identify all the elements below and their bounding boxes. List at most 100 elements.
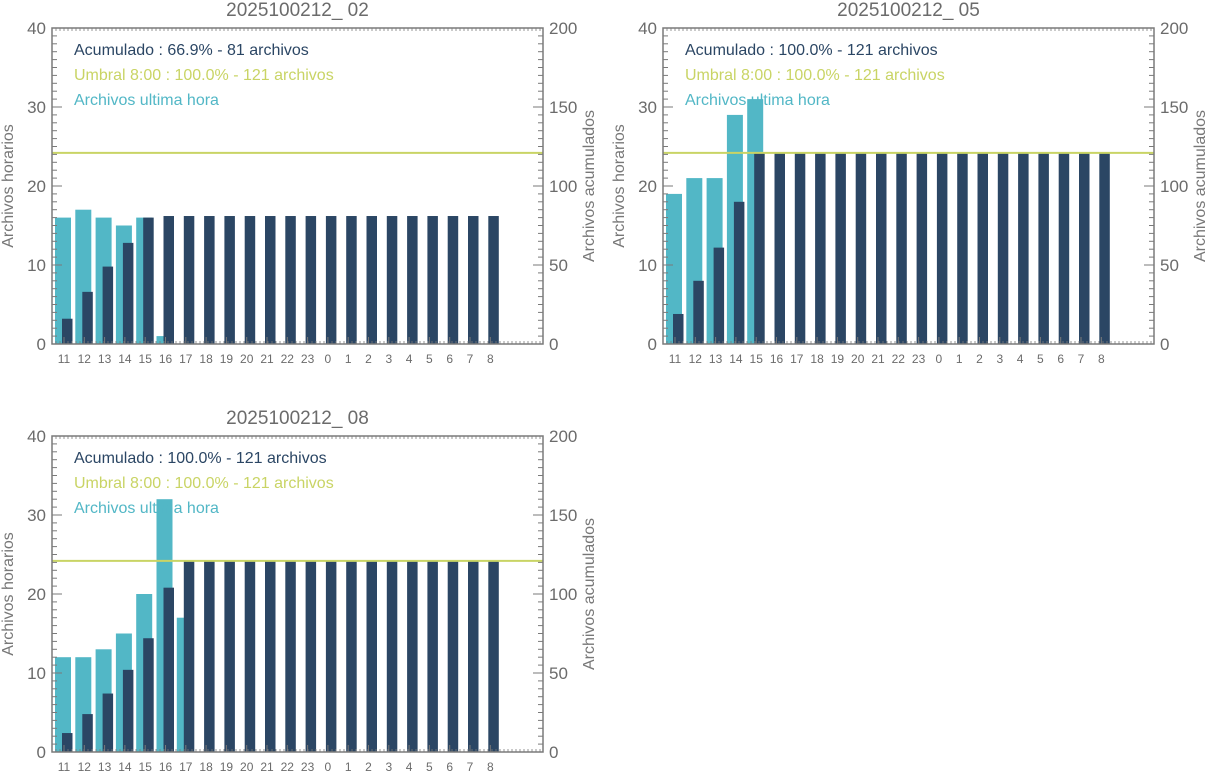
chart-title: 2025100212_ 08	[226, 408, 369, 429]
x-tick-label: 18	[199, 352, 213, 366]
cumulative-bar	[916, 152, 928, 344]
x-tick-label: 8	[1098, 352, 1105, 366]
y2-tick-label: 50	[549, 256, 568, 275]
x-tick-label: 12	[689, 352, 703, 366]
cumulative-bar	[366, 560, 377, 752]
cumulative-bar	[285, 216, 296, 344]
y2-tick-label: 0	[1160, 335, 1169, 354]
cumulative-bar	[774, 152, 785, 344]
x-tick-label: 13	[98, 760, 112, 771]
x-tick-label: 3	[385, 760, 392, 771]
cumulative-bar	[977, 152, 988, 344]
y-tick-label: 40	[27, 427, 46, 446]
cumulative-bar	[386, 560, 398, 752]
chart-title: 2025100212_ 02	[226, 0, 369, 21]
x-tick-label: 15	[139, 352, 153, 366]
cumulative-bar	[447, 560, 459, 752]
x-tick-label: 7	[467, 760, 474, 771]
x-tick-label: 1	[345, 352, 352, 366]
y2-tick-label: 0	[549, 335, 558, 354]
x-tick-label: 7	[467, 352, 474, 366]
cumulative-bar	[754, 152, 765, 344]
y-tick-label: 20	[27, 177, 46, 196]
x-tick-label: 16	[770, 352, 784, 366]
cumulative-bar	[265, 560, 276, 752]
cumulative-bar	[285, 560, 296, 752]
cumulative-bar	[407, 216, 418, 344]
y-tick-label: 10	[27, 664, 46, 683]
cumulative-bar	[82, 714, 93, 752]
cumulative-bar	[325, 216, 337, 344]
cumulative-bar	[673, 313, 684, 344]
cumulative-bar	[204, 216, 215, 344]
x-tick-label: 22	[892, 352, 906, 366]
cumulative-bar	[102, 266, 114, 344]
x-tick-label: 11	[58, 760, 71, 771]
cumulative-bar	[102, 693, 114, 752]
cumulative-bar	[62, 318, 73, 344]
cumulative-bar	[122, 669, 134, 752]
y2-tick-label: 100	[549, 585, 577, 604]
x-tick-label: 4	[406, 760, 413, 771]
cumulative-bar	[427, 560, 438, 752]
x-tick-label: 17	[790, 352, 804, 366]
x-tick-label: 13	[709, 352, 723, 366]
cumulative-bar	[224, 560, 235, 752]
x-tick-label: 16	[159, 760, 173, 771]
x-tick-label: 8	[487, 352, 494, 366]
x-tick-label: 21	[260, 760, 274, 771]
cumulative-bar	[855, 152, 867, 344]
x-tick-label: 21	[260, 352, 274, 366]
y2-tick-label: 50	[549, 664, 568, 683]
x-tick-label: 2	[365, 760, 372, 771]
y2-axis-label: Archivos acumulados	[1192, 110, 1206, 262]
cumulative-bar	[713, 247, 725, 344]
legend-cumulative: Acumulado : 100.0% - 121 archivos	[74, 450, 327, 467]
x-tick-label: 4	[406, 352, 413, 366]
cumulative-bar	[447, 216, 459, 344]
cumulative-bar	[163, 587, 174, 752]
cumulative-bar	[183, 560, 195, 752]
cumulative-bar	[815, 152, 826, 344]
cumulative-bar	[693, 280, 704, 344]
x-tick-label: 3	[385, 352, 392, 366]
cumulative-bar	[122, 242, 134, 344]
legend-hourly: Archivos ultima hora	[685, 92, 830, 109]
chart-title: 2025100212_ 05	[837, 0, 980, 21]
x-tick-label: 7	[1078, 352, 1085, 366]
x-tick-label: 22	[281, 352, 295, 366]
x-tick-label: 0	[325, 760, 332, 771]
cumulative-bar	[1018, 152, 1029, 344]
y2-tick-label: 0	[549, 743, 558, 762]
cumulative-bar	[1099, 152, 1110, 344]
x-tick-label: 14	[118, 352, 132, 366]
hourly-bar	[666, 193, 682, 344]
cumulative-bar	[346, 216, 357, 344]
x-tick-label: 20	[851, 352, 865, 366]
x-tick-label: 3	[996, 352, 1003, 366]
cumulative-bar	[835, 152, 846, 344]
x-tick-label: 2	[365, 352, 372, 366]
legend-threshold: Umbral 8:00 : 100.0% - 121 archivos	[74, 475, 334, 492]
x-tick-label: 18	[810, 352, 824, 366]
x-tick-label: 12	[78, 760, 92, 771]
cumulative-bar	[265, 216, 276, 344]
y2-tick-label: 150	[549, 506, 577, 525]
x-tick-label: 8	[487, 760, 494, 771]
x-tick-label: 19	[831, 352, 845, 366]
cumulative-bar	[896, 152, 907, 344]
cumulative-bar	[876, 152, 887, 344]
x-tick-label: 20	[240, 760, 254, 771]
y2-tick-label: 200	[549, 427, 577, 446]
y-tick-label: 20	[27, 585, 46, 604]
x-tick-label: 5	[426, 760, 433, 771]
cumulative-bar	[1058, 152, 1070, 344]
y2-axis-label: Archivos acumulados	[581, 110, 598, 262]
y2-tick-label: 200	[1160, 19, 1188, 38]
x-tick-label: 6	[1057, 352, 1064, 366]
y-tick-label: 30	[638, 98, 657, 117]
y-tick-label: 0	[37, 335, 46, 354]
